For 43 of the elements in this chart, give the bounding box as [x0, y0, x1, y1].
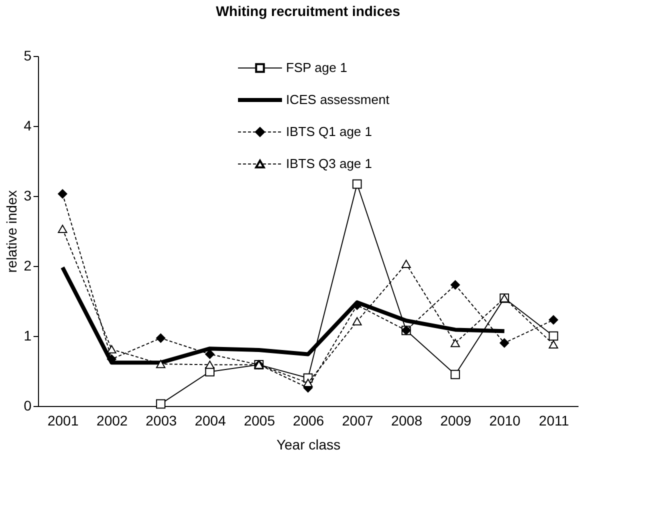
point: [205, 360, 214, 369]
point: [303, 378, 313, 388]
legend-label: IBTS Q3 age 1: [286, 156, 372, 171]
point: [352, 179, 362, 189]
legend-label: IBTS Q1 age 1: [286, 124, 372, 139]
x-tick-label: 2004: [194, 412, 226, 428]
point: [548, 331, 558, 341]
y-tick-label: 4: [24, 118, 32, 134]
x-tick-label: 2011: [538, 412, 570, 428]
y-axis-title: relative index: [4, 190, 20, 273]
point: [106, 345, 116, 354]
x-tick-label: 2009: [440, 412, 472, 428]
y-tick-label: 5: [24, 48, 32, 64]
point: [205, 350, 214, 359]
y-tick-label: 2: [24, 258, 32, 274]
y-tick-label: 1: [24, 328, 32, 344]
point: [450, 280, 460, 290]
chart-title: Whiting recruitment indices: [216, 3, 400, 19]
x-tick-label: 2002: [96, 412, 128, 428]
x-axis-title: Year class: [276, 436, 341, 452]
point: [548, 315, 558, 325]
point: [156, 360, 166, 368]
point: [156, 333, 166, 343]
point: [352, 317, 362, 326]
legend-label: FSP age 1: [286, 60, 348, 75]
point: [500, 338, 510, 348]
x-tick-label: 2003: [146, 412, 178, 428]
point: [548, 340, 558, 349]
point: [450, 370, 460, 380]
x-tick-label: 2001: [47, 412, 79, 428]
point: [58, 224, 68, 234]
y-tick-label: 0: [24, 398, 32, 414]
x-tick-label: 2006: [292, 412, 324, 428]
point: [402, 260, 411, 268]
point: [156, 399, 166, 409]
y-tick-label: 3: [24, 188, 32, 204]
point: [450, 338, 460, 348]
x-tick-label: 2010: [489, 412, 521, 428]
x-tick-label: 2008: [391, 412, 422, 428]
x-tick-label: 2007: [342, 412, 374, 428]
point: [58, 189, 68, 199]
x-tick-label: 2005: [244, 412, 276, 428]
legend-label: ICES assessment: [286, 92, 390, 107]
